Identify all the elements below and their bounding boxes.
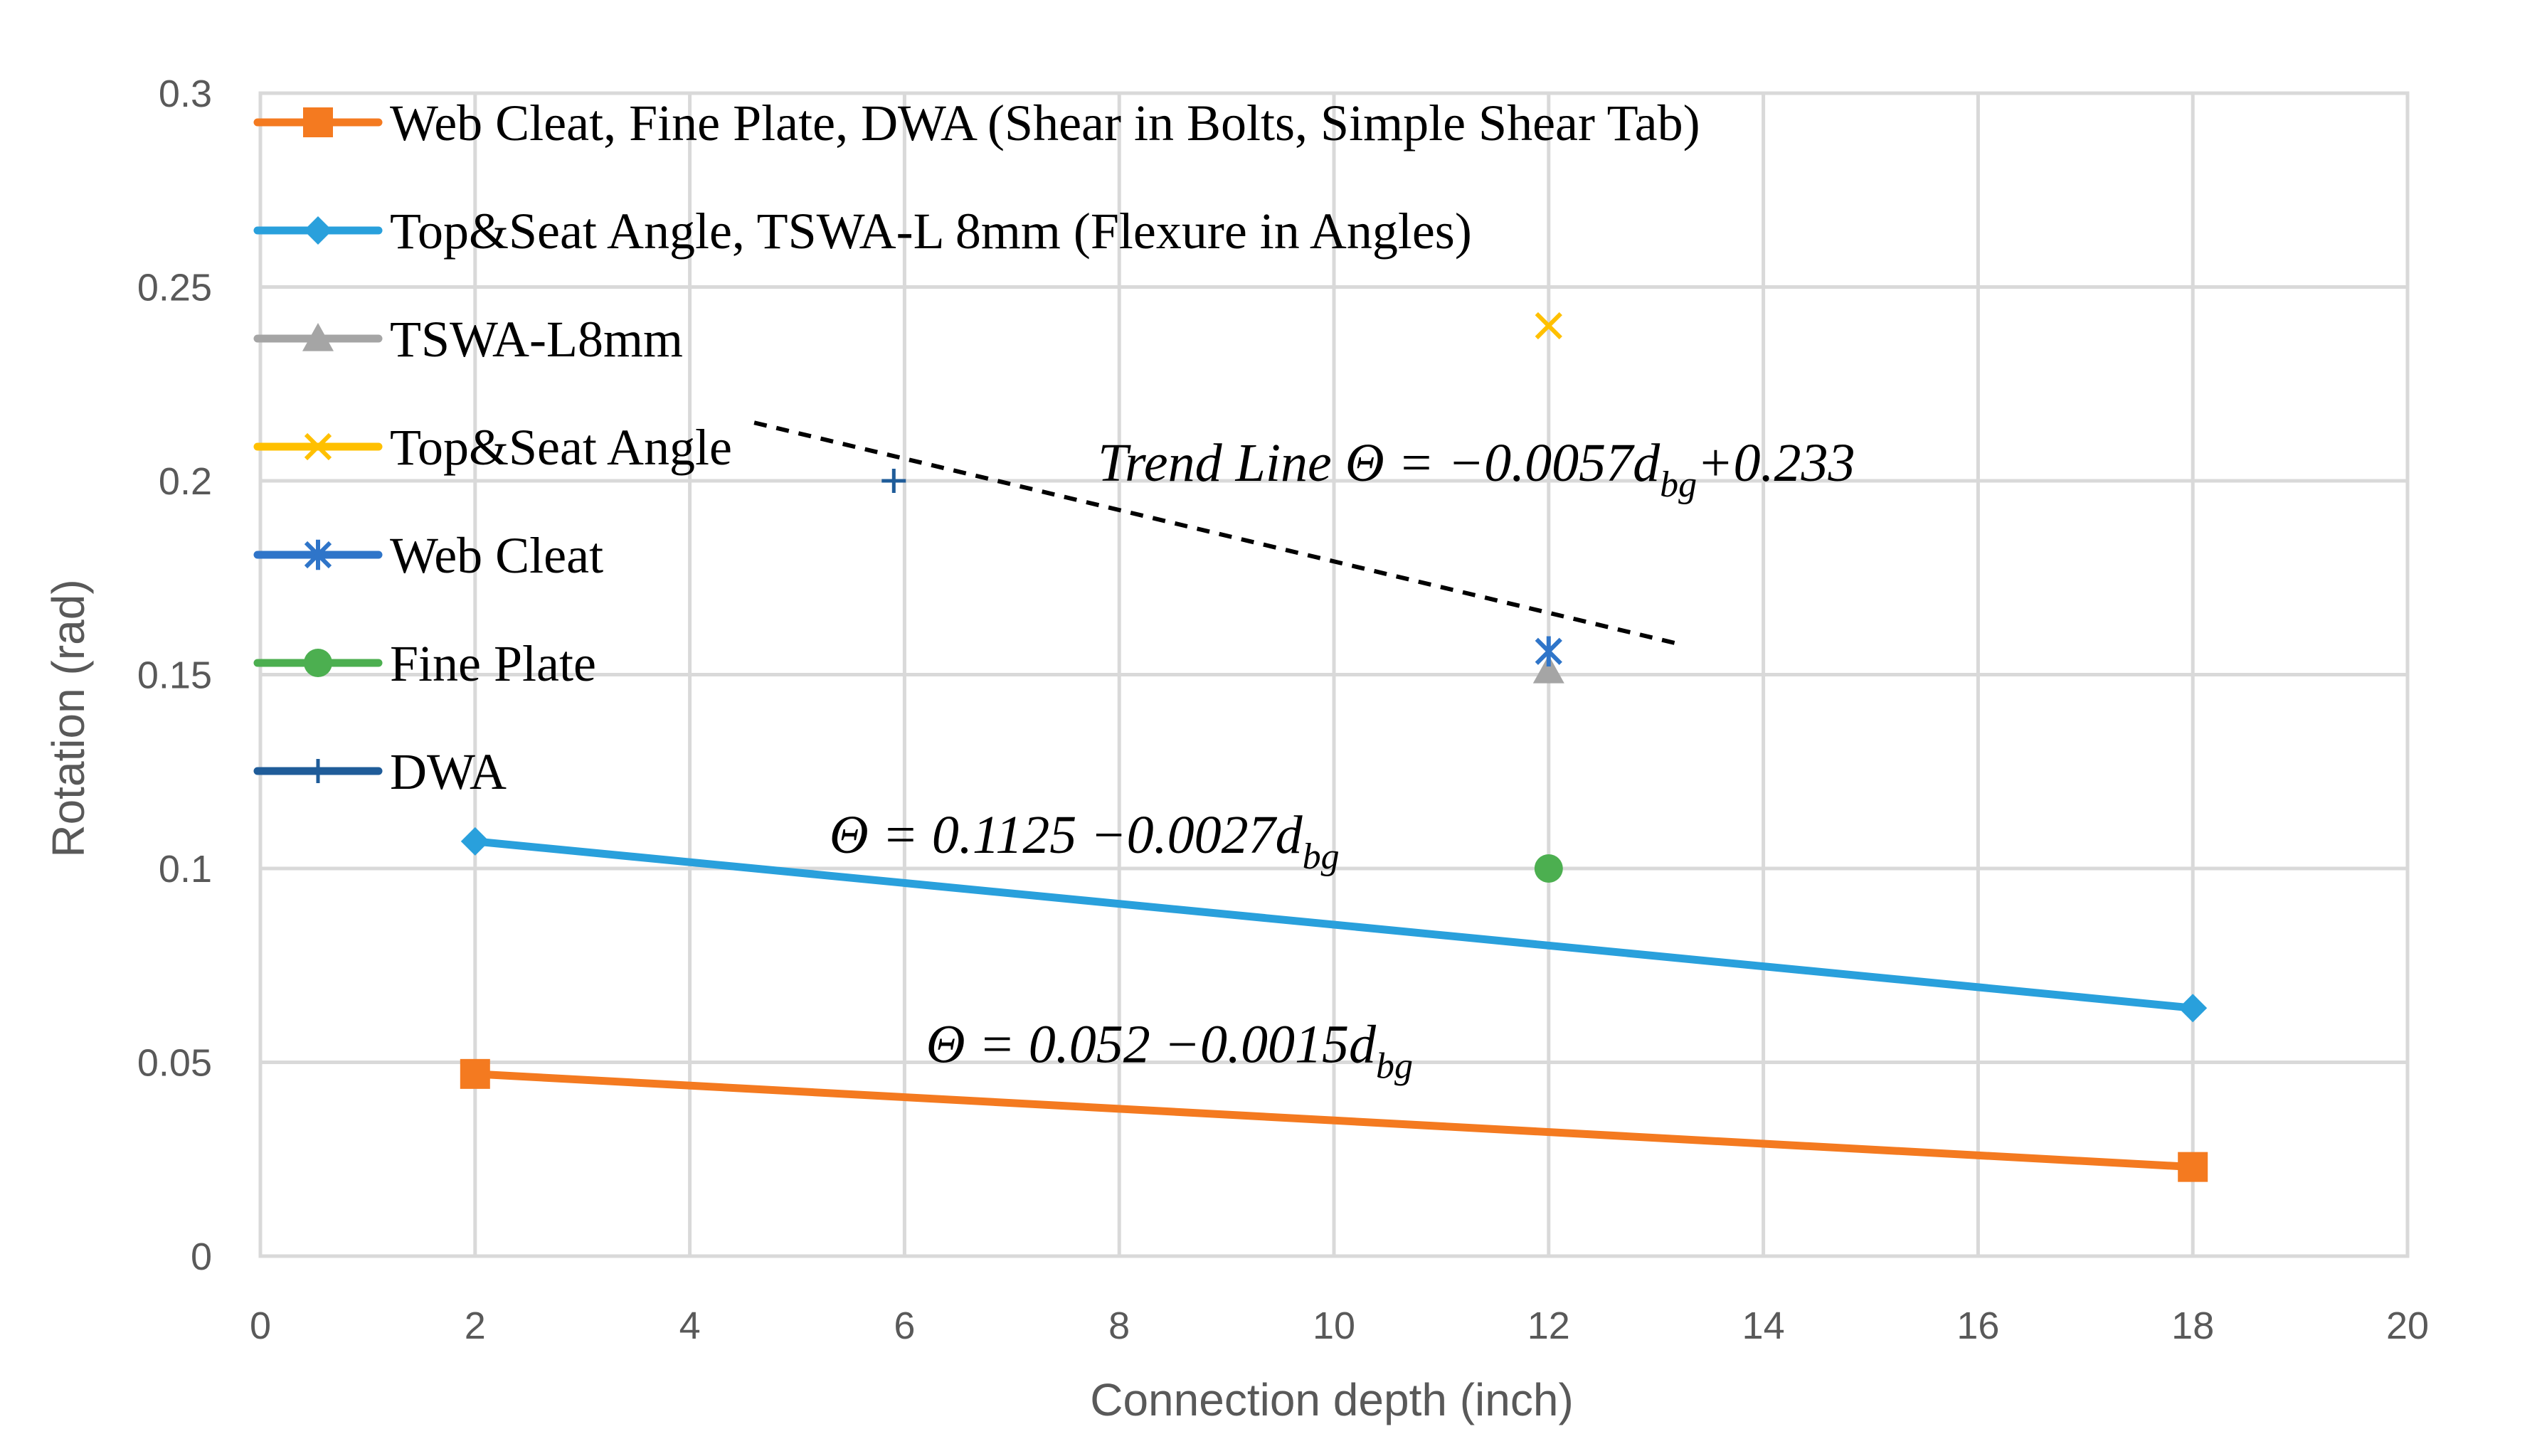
x-axis-title: Connection depth (inch) <box>1090 1374 1574 1425</box>
series-layer <box>460 312 2208 1182</box>
y-tick-label: 0.15 <box>137 654 212 697</box>
marker-diamond <box>304 216 332 245</box>
data-point <box>1535 312 1562 340</box>
annotation-text: Θ = 0.052 −0.0015d <box>926 1015 1377 1075</box>
legend: Web Cleat, Fine Plate, DWA (Shear in Bol… <box>253 95 1700 800</box>
y-axis-title: Rotation (rad) <box>43 579 94 857</box>
y-tick-label: 0.1 <box>159 848 212 891</box>
annotation-suffix: +0.233 <box>1697 433 1855 493</box>
annotation-blue: Θ = 0.1125 −0.0027dbg <box>830 805 1340 877</box>
legend-swatch-marker <box>306 759 330 783</box>
y-tick-label: 0 <box>191 1236 212 1278</box>
legend-item-0: Web Cleat, Fine Plate, DWA (Shear in Bol… <box>253 95 1700 152</box>
x-tick-label: 16 <box>1956 1304 1999 1347</box>
marker-circle <box>1534 854 1563 883</box>
marker-star <box>304 539 332 570</box>
marker-x <box>1535 312 1562 340</box>
annotation-subscript: bg <box>1303 836 1340 877</box>
data-point <box>2178 994 2208 1023</box>
series-0 <box>460 1058 2208 1182</box>
legend-swatch-marker <box>304 432 332 461</box>
series-5 <box>1534 854 1563 883</box>
series-line <box>471 837 2197 1012</box>
data-point <box>881 469 906 493</box>
marker-square <box>2178 1152 2208 1182</box>
legend-label: DWA <box>390 743 507 800</box>
legend-swatch-marker <box>304 539 332 570</box>
legend-item-2: TSWA-L8mm <box>253 311 683 368</box>
legend-item-5: Fine Plate <box>253 635 596 692</box>
legend-item-1: Top&Seat Angle, TSWA-L 8mm (Flexure in A… <box>253 203 1472 260</box>
x-tick-label: 6 <box>894 1304 915 1347</box>
legend-swatch-marker <box>304 649 332 677</box>
marker-plus <box>881 469 906 493</box>
legend-swatch-marker <box>302 323 334 351</box>
x-tick-label: 0 <box>250 1304 271 1347</box>
y-tick-label: 0.25 <box>137 267 212 309</box>
marker-plus <box>306 759 330 783</box>
x-tick-label: 4 <box>679 1304 701 1347</box>
series-2 <box>1532 655 1564 684</box>
data-point <box>460 1058 490 1089</box>
marker-circle <box>304 649 332 677</box>
marker-star <box>1535 636 1562 667</box>
marker-x <box>304 432 332 461</box>
legend-item-3: Top&Seat Angle <box>253 419 732 476</box>
annotation-trend: Trend Line Θ = −0.0057dbg+0.233 <box>1098 433 1855 505</box>
annotation-subscript: bg <box>1376 1046 1413 1087</box>
legend-item-4: Web Cleat <box>253 527 603 584</box>
legend-label: Web Cleat <box>390 527 603 584</box>
marker-diamond <box>2178 994 2208 1023</box>
axes <box>258 91 2410 1258</box>
marker-square <box>303 107 333 137</box>
legend-label: Top&Seat Angle, TSWA-L 8mm (Flexure in A… <box>390 203 1472 260</box>
legend-label: Top&Seat Angle <box>390 419 732 476</box>
legend-swatch-marker <box>304 216 332 245</box>
y-tick-label: 0.05 <box>137 1042 212 1085</box>
marker-triangle <box>1532 655 1564 684</box>
data-point <box>1534 854 1563 883</box>
series-line <box>471 1070 2197 1171</box>
x-tick-label: 8 <box>1108 1304 1130 1347</box>
legend-swatch-marker <box>303 107 333 137</box>
annotation-text: Θ = 0.1125 −0.0027d <box>830 805 1303 865</box>
data-point <box>1535 636 1562 667</box>
x-tick-label: 20 <box>2386 1304 2429 1347</box>
legend-label: Fine Plate <box>390 635 596 692</box>
series-4 <box>1535 636 1562 667</box>
legend-label: TSWA-L8mm <box>390 311 683 368</box>
marker-square <box>460 1058 490 1089</box>
series-6 <box>881 469 906 493</box>
y-tick-label: 0.2 <box>159 460 212 503</box>
annotation-text: Trend Line Θ = −0.0057d <box>1098 433 1661 493</box>
annotation-orange: Θ = 0.052 −0.0015dbg <box>926 1015 1413 1087</box>
marker-triangle <box>302 323 334 351</box>
marker-diamond <box>460 827 489 856</box>
x-tick-label: 10 <box>1313 1304 1355 1347</box>
series-3 <box>1535 312 1562 340</box>
data-point <box>2178 1152 2208 1182</box>
x-tick-label: 12 <box>1527 1304 1570 1347</box>
data-point <box>460 827 489 856</box>
data-point <box>1532 655 1564 684</box>
x-tick-label: 2 <box>465 1304 486 1347</box>
y-tick-label: 0.3 <box>159 73 212 115</box>
plot-area-border <box>258 91 2410 1258</box>
tick-labels: 0 2 4 6 8 10 12 14 16 18 20 0 0.05 0.1 0.15 0.2 0.25 0.3 <box>137 73 2429 1347</box>
legend-label: Web Cleat, Fine Plate, DWA (Shear in Bol… <box>390 95 1700 152</box>
annotation-subscript: bg <box>1660 464 1697 505</box>
x-tick-label: 14 <box>1742 1304 1785 1347</box>
x-tick-label: 18 <box>2171 1304 2214 1347</box>
legend-item-6: DWA <box>253 743 507 800</box>
series-1 <box>460 827 2208 1023</box>
